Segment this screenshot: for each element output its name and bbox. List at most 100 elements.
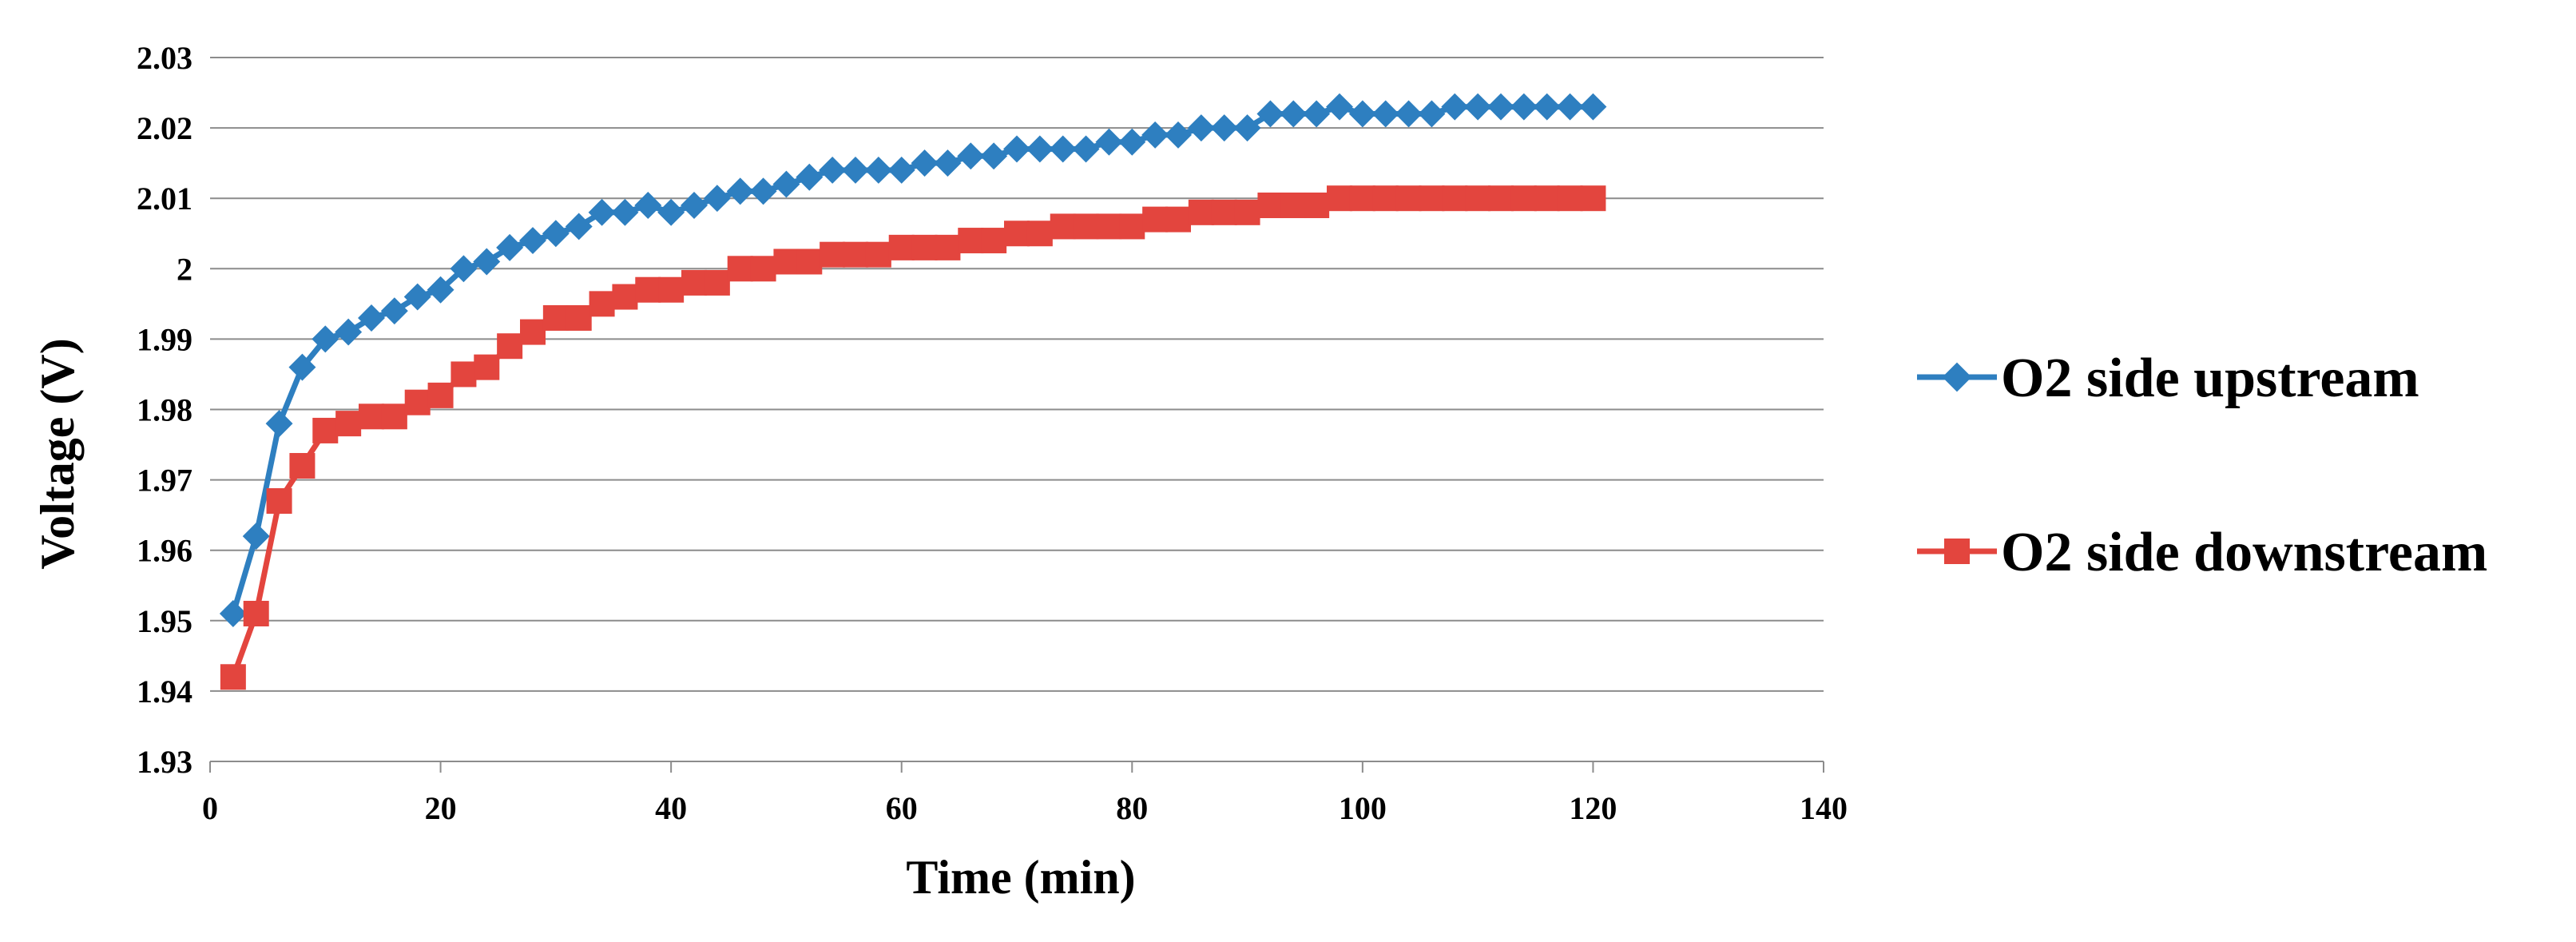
data-point xyxy=(381,403,407,430)
data-point xyxy=(1280,100,1308,128)
data-point xyxy=(1280,193,1307,219)
y-tick-label: 2.02 xyxy=(137,110,193,146)
data-point xyxy=(773,248,800,275)
data-point xyxy=(658,276,685,303)
data-point xyxy=(519,227,546,255)
data-point xyxy=(1534,185,1560,212)
data-point xyxy=(335,318,363,346)
data-point xyxy=(865,241,891,268)
data-point xyxy=(1210,114,1238,142)
data-point xyxy=(1165,121,1192,149)
data-point xyxy=(1188,199,1214,225)
tick-labels: 1.93 1.94 1.95 1.96 1.97 1.98 1.99 2 2.01 2.02 2.0… xyxy=(137,40,1848,826)
data-point xyxy=(451,361,477,388)
data-point xyxy=(611,198,639,226)
x-tick-label: 60 xyxy=(886,790,918,826)
data-point xyxy=(520,319,546,345)
data-point xyxy=(219,600,247,627)
data-point xyxy=(1026,135,1054,163)
data-point xyxy=(1119,213,1145,240)
series-group xyxy=(219,93,1607,690)
y-tick-label: 1.98 xyxy=(137,392,193,428)
data-point xyxy=(842,156,869,184)
data-point xyxy=(1326,93,1353,121)
data-point xyxy=(772,170,800,198)
data-point xyxy=(1371,100,1399,128)
data-point xyxy=(957,142,985,170)
x-tick-label: 80 xyxy=(1116,790,1148,826)
x-tick-label: 40 xyxy=(655,790,687,826)
series-downstream xyxy=(220,185,1606,690)
data-point xyxy=(887,156,915,184)
data-point xyxy=(1256,100,1284,128)
data-point xyxy=(565,213,593,240)
data-point xyxy=(750,256,776,282)
data-point xyxy=(1304,193,1330,219)
data-point xyxy=(1556,93,1584,121)
data-point xyxy=(403,283,431,311)
data-point xyxy=(958,228,984,254)
data-point xyxy=(1004,221,1030,247)
data-point xyxy=(1049,135,1077,163)
data-point xyxy=(796,163,824,191)
data-point xyxy=(496,233,524,261)
data-point xyxy=(1211,199,1237,225)
data-point xyxy=(635,276,661,303)
data-point xyxy=(589,291,615,317)
data-point xyxy=(359,403,384,430)
x-axis-title: Time (min) xyxy=(906,851,1135,904)
data-point xyxy=(1165,206,1191,233)
data-point xyxy=(981,228,1007,254)
data-point xyxy=(380,297,408,325)
data-point xyxy=(1141,121,1169,149)
data-point xyxy=(542,220,570,248)
axes xyxy=(209,761,1824,773)
data-point xyxy=(427,276,454,304)
data-point xyxy=(242,523,270,550)
data-point xyxy=(1372,185,1399,212)
data-point xyxy=(1441,93,1469,121)
data-point xyxy=(566,304,592,331)
data-point xyxy=(1580,185,1606,212)
data-point xyxy=(934,149,962,177)
data-point xyxy=(864,156,892,184)
data-point xyxy=(1348,100,1376,128)
y-tick-label: 1.95 xyxy=(137,603,193,639)
data-point xyxy=(1142,206,1169,233)
legend-label-downstream: O2 side downstream xyxy=(2001,522,2487,583)
x-tick-label: 140 xyxy=(1800,790,1848,826)
data-point xyxy=(704,269,730,296)
data-point xyxy=(1303,100,1331,128)
data-point xyxy=(312,417,339,443)
legend-marker-downstream xyxy=(1944,539,1970,564)
data-point xyxy=(1510,185,1537,212)
data-point xyxy=(1349,185,1375,212)
data-point xyxy=(1465,185,1491,212)
data-point xyxy=(820,241,846,268)
data-point xyxy=(1419,185,1445,212)
data-point xyxy=(1026,221,1053,247)
data-point xyxy=(819,156,847,184)
data-point xyxy=(497,333,523,360)
data-point xyxy=(727,256,753,282)
data-point xyxy=(1095,128,1123,156)
data-point xyxy=(1234,199,1260,225)
data-point xyxy=(1418,100,1446,128)
y-tick-label: 2.01 xyxy=(137,181,193,217)
y-tick-label: 2 xyxy=(177,251,193,287)
data-point xyxy=(404,389,431,415)
data-point xyxy=(220,664,246,690)
data-point xyxy=(335,411,362,437)
data-point xyxy=(450,255,478,283)
data-point xyxy=(289,452,316,479)
data-point xyxy=(1233,114,1261,142)
y-tick-label: 2.03 xyxy=(137,40,193,76)
data-point xyxy=(358,304,385,332)
y-tick-label: 1.97 xyxy=(137,463,193,499)
series-line xyxy=(230,104,1594,614)
data-point xyxy=(726,177,754,205)
data-point xyxy=(843,241,868,268)
data-point xyxy=(1072,135,1100,163)
data-point xyxy=(634,192,662,219)
